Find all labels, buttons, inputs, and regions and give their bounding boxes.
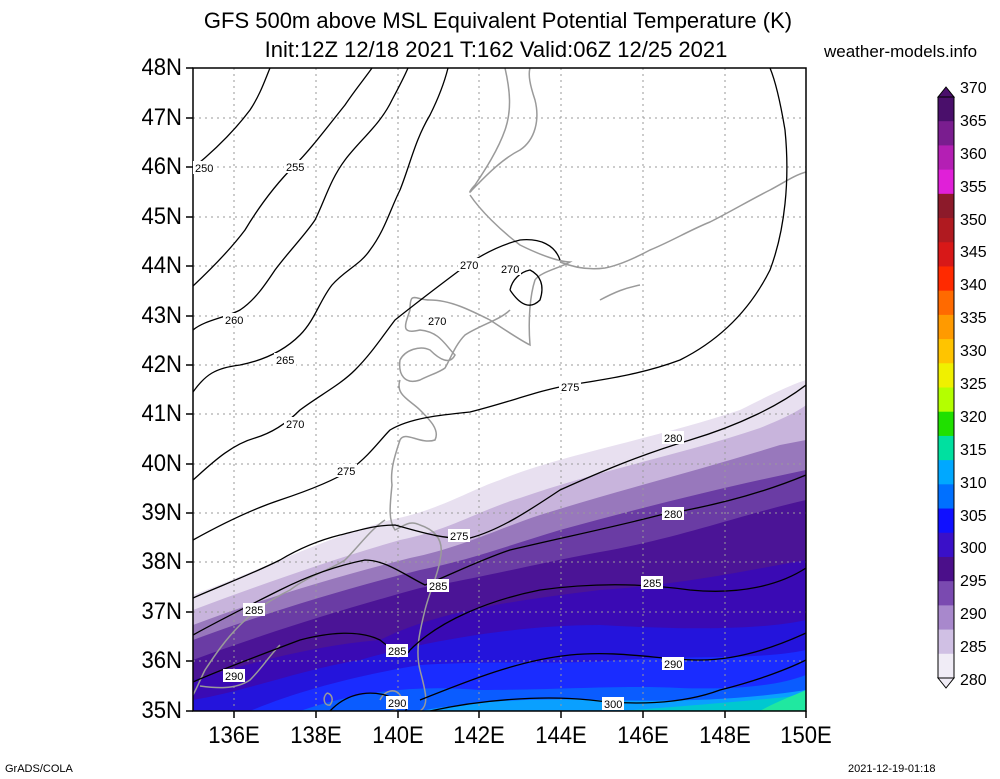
colorbar-swatch: [938, 145, 954, 171]
colorbar-swatch: [938, 581, 954, 606]
colorbar-label: 290: [960, 606, 987, 624]
contour-label: 260: [225, 315, 243, 327]
colorbar-swatch: [938, 435, 954, 461]
colorbar-label: 330: [960, 343, 987, 361]
colorbar-swatch: [938, 121, 954, 146]
contour-label: 285: [388, 646, 406, 658]
contour-label: 290: [388, 698, 406, 710]
contour-label: 275: [450, 531, 468, 543]
contour-lines: [193, 68, 806, 711]
colorbar-swatch: [938, 314, 954, 340]
colorbar-swatch: [938, 653, 954, 679]
colorbar-swatch: [938, 411, 954, 437]
footer-timestamp: 2021-12-19-01:18: [848, 763, 936, 775]
contour-label: 255: [286, 162, 304, 174]
lon-label: 146E: [617, 722, 669, 749]
lon-label: 144E: [535, 722, 587, 749]
lat-label: 48N: [141, 54, 182, 81]
lon-label: 148E: [699, 722, 751, 749]
lon-label: 150E: [780, 722, 832, 749]
contour-label: 290: [664, 659, 682, 671]
contour-label: 300: [604, 699, 622, 711]
colorbar-label: 345: [960, 244, 987, 262]
lat-label: 44N: [141, 252, 182, 279]
axis-ticks: [186, 67, 807, 718]
contour-label: 285: [245, 605, 263, 617]
lat-label: 37N: [141, 598, 182, 625]
shading-layer: [193, 380, 806, 711]
colorbar-swatch: [938, 169, 954, 195]
lat-label: 41N: [141, 400, 182, 427]
map-subtitle: Init:12Z 12/18 2021 T:162 Valid:06Z 12/2…: [264, 37, 728, 62]
colorbar-swatch: [938, 290, 954, 316]
colorbar-label: 360: [960, 145, 987, 163]
colorbar-label: 285: [960, 639, 987, 657]
colorbar-label: 350: [960, 211, 987, 229]
lat-label: 39N: [141, 499, 182, 526]
contour-label: 270: [286, 419, 304, 431]
contour-label: 265: [276, 355, 294, 367]
lon-label: 142E: [453, 722, 505, 749]
colorbar-swatch: [938, 242, 954, 267]
lon-label: 140E: [372, 722, 424, 749]
colorbar-label: 355: [960, 178, 987, 196]
colorbar-swatch: [938, 266, 954, 292]
footer-software: GrADS/COLA: [5, 763, 73, 775]
colorbar-swatch: [938, 532, 954, 558]
colorbar-swatch: [938, 97, 954, 122]
colorbar: [936, 86, 956, 689]
colorbar-swatch: [938, 556, 954, 582]
colorbar-label: 340: [960, 277, 987, 295]
colorbar-label: 335: [960, 310, 987, 328]
colorbar-swatch: [938, 508, 954, 534]
lat-label: 43N: [141, 302, 182, 329]
colorbar-swatch: [938, 387, 954, 413]
colorbar-label: 300: [960, 540, 987, 558]
colorbar-swatches: [937, 96, 955, 679]
site-credit: weather-models.info: [824, 42, 978, 61]
lat-label: 36N: [141, 647, 182, 674]
contour-label: 290: [225, 671, 243, 683]
colorbar-label: 310: [960, 474, 987, 492]
contour-label: 250: [195, 163, 213, 175]
colorbar-label: 370: [960, 80, 987, 97]
plot-border: [192, 67, 807, 712]
colorbar-swatch: [938, 193, 954, 219]
colorbar-swatch: [938, 363, 954, 388]
colorbar-label: 305: [960, 507, 987, 525]
colorbar-label: 365: [960, 112, 987, 130]
lat-label: 35N: [141, 697, 182, 724]
lat-label: 40N: [141, 450, 182, 477]
contour-label-layer: 250 255 260 265 270 270 270 270 275 275 …: [193, 160, 684, 711]
lat-label: 42N: [141, 351, 182, 378]
colorbar-swatch: [938, 460, 954, 485]
colorbar-label: 315: [960, 441, 987, 459]
colorbar-label: 320: [960, 408, 987, 426]
colorbar-swatch: [938, 484, 954, 510]
contour-label: 275: [337, 466, 355, 478]
colorbar-label: 325: [960, 376, 987, 393]
colorbar-swatch: [938, 218, 954, 243]
lat-label: 47N: [141, 104, 182, 131]
map-title: GFS 500m above MSL Equivalent Potential …: [203, 8, 793, 33]
lon-label: 138E: [290, 722, 342, 749]
lat-label: 46N: [141, 153, 182, 180]
contour-label: 285: [643, 578, 661, 590]
colorbar-label: 295: [960, 573, 987, 591]
colorbar-swatch: [938, 629, 954, 655]
colorbar-swatch: [938, 605, 954, 631]
colorbar-label: 280: [960, 672, 987, 689]
lat-label: 38N: [141, 548, 182, 575]
contour-label: 275: [561, 382, 579, 394]
lat-label: 45N: [141, 203, 182, 230]
contour-label: 270: [428, 316, 446, 328]
contour-label: 280: [664, 509, 682, 521]
contour-label: 270: [501, 264, 519, 276]
lon-label: 136E: [208, 722, 260, 749]
contour-label: 270: [460, 260, 478, 272]
contour-label: 280: [664, 433, 682, 445]
contour-label: 285: [429, 581, 447, 593]
colorbar-swatch: [938, 339, 954, 364]
